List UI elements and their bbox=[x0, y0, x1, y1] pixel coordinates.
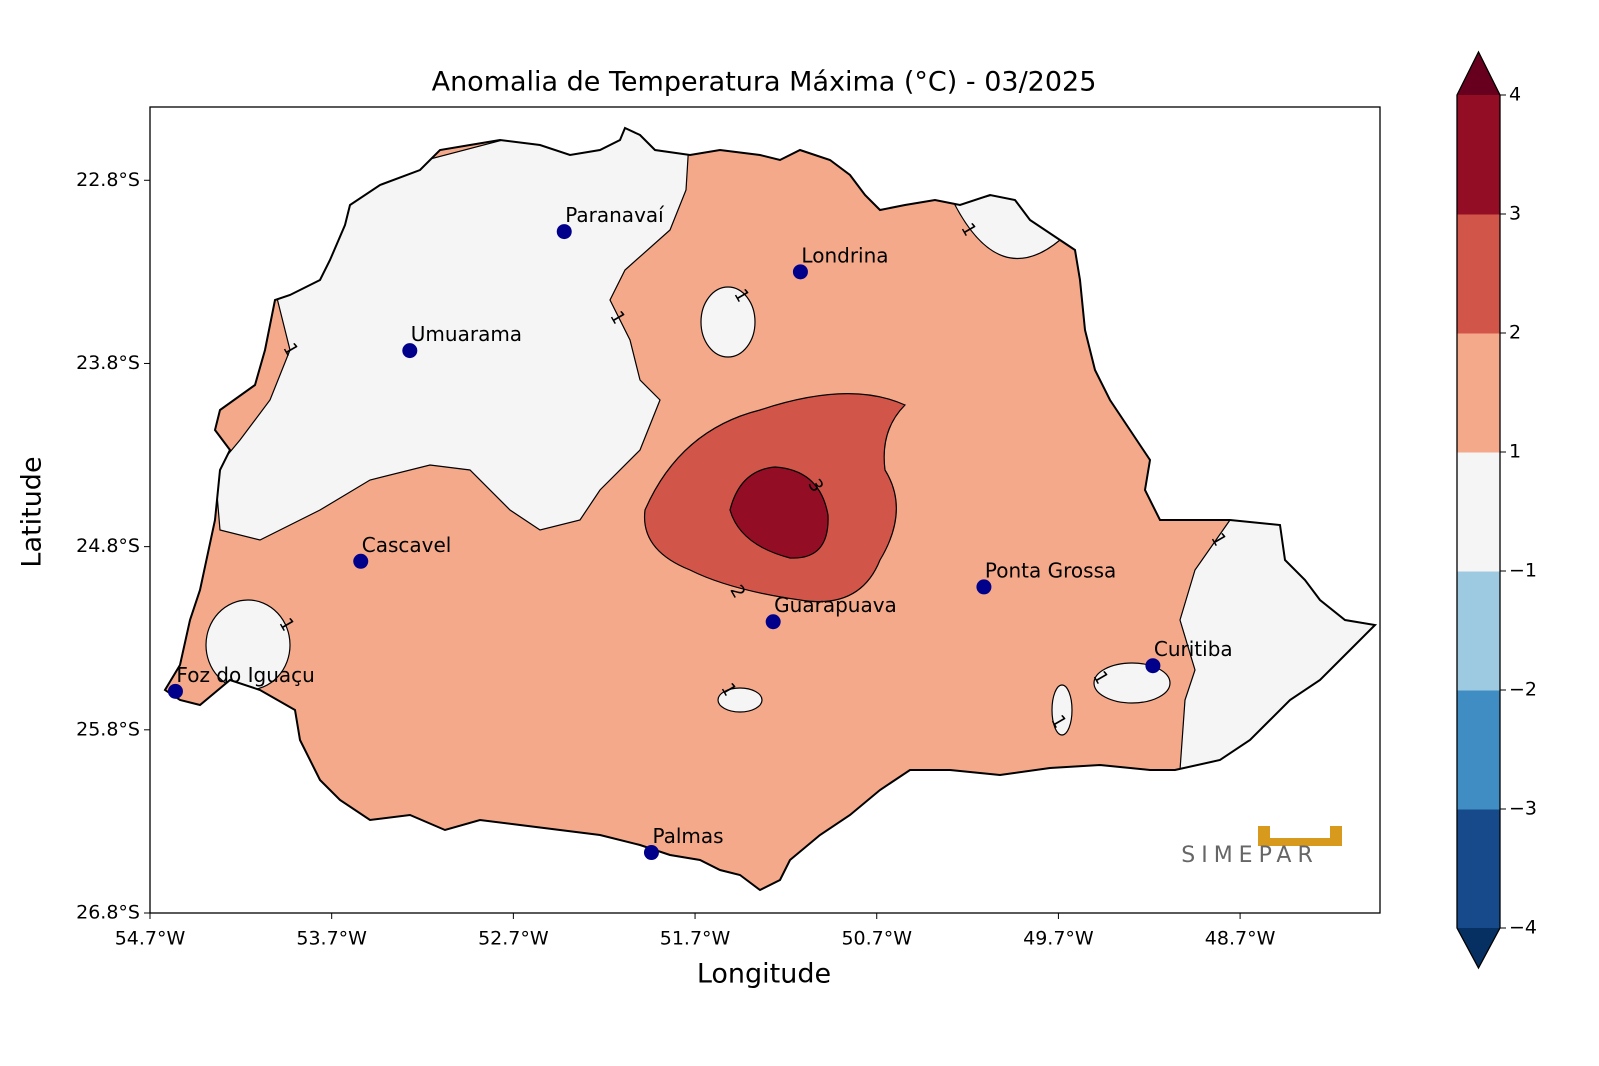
colorbar-band bbox=[1457, 333, 1500, 453]
city-marker bbox=[167, 683, 183, 699]
y-tick-label: 23.8°S bbox=[76, 352, 140, 374]
region-neutral bbox=[717, 687, 763, 713]
colorbar-tick-label: 2 bbox=[1509, 322, 1521, 344]
y-tick-label: 24.8°S bbox=[76, 535, 140, 557]
x-tick-label: 50.7°W bbox=[841, 928, 912, 950]
city-marker bbox=[556, 224, 572, 240]
x-tick-label: 52.7°W bbox=[478, 928, 549, 950]
colorbar-tick-label: −4 bbox=[1509, 917, 1537, 939]
y-tick-label: 22.8°S bbox=[76, 169, 140, 191]
colorbar-band bbox=[1457, 690, 1500, 810]
region-3-4 bbox=[729, 466, 829, 559]
colorbar-tick-label: −3 bbox=[1509, 798, 1537, 820]
city-label: Cascavel bbox=[362, 533, 452, 557]
x-tick-label: 48.7°W bbox=[1205, 928, 1276, 950]
map-title: Anomalia de Temperatura Máxima (°C) - 03… bbox=[432, 67, 1097, 98]
city-marker bbox=[643, 845, 659, 861]
city-label: Foz do Iguaçu bbox=[176, 663, 314, 687]
x-tick-label: 51.7°W bbox=[660, 928, 731, 950]
region-neutral bbox=[1093, 662, 1171, 704]
colorbar-tick-label: 3 bbox=[1509, 203, 1521, 225]
colorbar-extend-over bbox=[1457, 52, 1500, 95]
city-label: Umuarama bbox=[411, 322, 522, 346]
colorbar-tick-label: 4 bbox=[1509, 84, 1521, 106]
colorbar-tick-label: −1 bbox=[1509, 560, 1537, 582]
city-marker bbox=[353, 553, 369, 569]
city-label: Palmas bbox=[652, 824, 723, 848]
city-marker bbox=[402, 343, 418, 359]
city-marker bbox=[765, 614, 781, 630]
y-axis-label: Latitude bbox=[17, 456, 48, 567]
colorbar-band bbox=[1457, 95, 1500, 215]
y-tick-label: 26.8°S bbox=[76, 902, 140, 924]
city-label: Curitiba bbox=[1154, 637, 1233, 661]
x-tick-label: 54.7°W bbox=[115, 928, 186, 950]
city-marker bbox=[792, 264, 808, 280]
simepar-logo: SIMEPAR bbox=[1181, 826, 1342, 868]
plot-frame bbox=[149, 106, 1381, 914]
region-neutral bbox=[1051, 684, 1073, 736]
city-label: Londrina bbox=[801, 243, 888, 267]
city-marker bbox=[1145, 658, 1161, 674]
colorbar-band bbox=[1457, 452, 1500, 572]
logo-mark bbox=[1258, 826, 1342, 846]
city-marker bbox=[976, 579, 992, 595]
x-tick-label: 53.7°W bbox=[296, 928, 367, 950]
colorbar-band bbox=[1457, 571, 1500, 691]
logo-text: SIMEPAR bbox=[1181, 843, 1319, 868]
region-neutral bbox=[700, 286, 756, 358]
colorbar-tick-label: −2 bbox=[1509, 679, 1537, 701]
colorbar-extend-under bbox=[1457, 928, 1500, 968]
anomaly-field bbox=[165, 128, 1375, 890]
x-axis-label: Longitude bbox=[697, 959, 831, 990]
city-label: Guarapuava bbox=[774, 593, 897, 617]
city-label: Paranavaí bbox=[565, 203, 665, 227]
colorbar-band bbox=[1457, 809, 1500, 929]
colorbar-tick-label: 1 bbox=[1509, 441, 1521, 463]
colorbar-band bbox=[1457, 214, 1500, 334]
x-tick-label: 49.7°W bbox=[1023, 928, 1094, 950]
y-tick-label: 25.8°S bbox=[76, 718, 140, 740]
city-label: Ponta Grossa bbox=[985, 558, 1116, 582]
